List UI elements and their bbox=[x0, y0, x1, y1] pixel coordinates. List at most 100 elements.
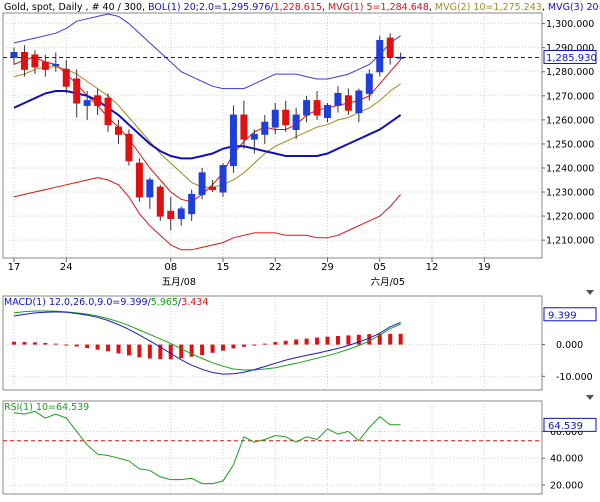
rsi-tick-label: 20.000 bbox=[550, 480, 583, 491]
rsi-tick-label: 40.000 bbox=[550, 454, 583, 465]
macd-legend-hist: 3.434 bbox=[181, 297, 208, 308]
mvg2-line bbox=[13, 66, 401, 188]
price-axis: 1,300.000 1,290.000 1,280.000 1,270.000 1,26… bbox=[542, 19, 594, 247]
macd-legend-sep: / bbox=[148, 297, 152, 308]
price-tick-label: 1,300.000 bbox=[546, 19, 594, 30]
price-tick-label: 1,230.000 bbox=[546, 188, 594, 199]
macd-hist-bar bbox=[356, 334, 361, 345]
macd-hist-bar bbox=[262, 343, 267, 345]
candle-body bbox=[41, 61, 49, 70]
candle-body bbox=[219, 165, 227, 193]
price-tick-label: 1,290.000 bbox=[546, 43, 594, 54]
date-tick-label: 24 bbox=[60, 262, 73, 273]
macd-hist-bar bbox=[273, 342, 278, 345]
candle-body bbox=[83, 100, 91, 106]
macd-value-label: 9.399 bbox=[548, 310, 577, 321]
macd-lines bbox=[13, 310, 401, 375]
candle-body bbox=[20, 51, 28, 70]
month-label: 五月/08 bbox=[162, 277, 196, 288]
macd-hist-bar bbox=[53, 343, 58, 345]
macd-hist-bar bbox=[200, 344, 205, 356]
mvg1-legend: MVG(1) 5=1,284.648 bbox=[328, 2, 429, 13]
candle-body bbox=[146, 179, 154, 198]
macd-hist-bar bbox=[315, 337, 320, 345]
macd-histogram bbox=[12, 333, 403, 360]
candle-body bbox=[271, 109, 279, 128]
rsi-tick-label: 60.000 bbox=[550, 427, 583, 438]
candle-body bbox=[282, 109, 290, 126]
macd-hist-bar bbox=[95, 344, 100, 350]
rsi-scroll-marker[interactable] bbox=[586, 395, 594, 400]
macd-hist-bar bbox=[346, 335, 351, 345]
macd-hist-bar bbox=[43, 343, 48, 345]
macd-hist-bar bbox=[179, 344, 184, 359]
rsi-value-label: 64.539 bbox=[548, 421, 583, 432]
macd-legend: MACD(1) 12.0,26.0,9.0=9.399/5.965/3.434 bbox=[4, 297, 208, 308]
bollinger-bands bbox=[13, 13, 401, 251]
macd-hist-bar bbox=[367, 334, 372, 345]
candle-body bbox=[52, 64, 60, 67]
symbol-label: Gold, spot bbox=[4, 2, 53, 13]
candle-body bbox=[324, 104, 331, 118]
candle-body bbox=[250, 133, 258, 140]
chart-header: Gold, spot, Daily , # 40 / 300, BOL(1) 2… bbox=[4, 2, 600, 13]
candle-body bbox=[10, 51, 18, 58]
candle-body bbox=[94, 95, 102, 106]
macd-hist-bar bbox=[294, 339, 299, 345]
candlesticks bbox=[10, 33, 405, 231]
candle-body bbox=[62, 68, 70, 87]
date-tick-label: 05 bbox=[373, 262, 386, 273]
macd-scroll-marker[interactable] bbox=[586, 290, 594, 295]
macd-hist-bar bbox=[158, 344, 163, 360]
date-axis: 17 24 08 15 22 29 05 12 19 五月/08 六月/05 bbox=[8, 258, 491, 288]
candle-body bbox=[292, 114, 300, 130]
macd-hist-bar bbox=[168, 344, 173, 360]
last-price-box bbox=[543, 49, 597, 64]
last-price-label: 1,285.930 bbox=[546, 53, 597, 64]
macd-hist-bar bbox=[106, 344, 111, 352]
macd-legend-signal: 5.965 bbox=[151, 297, 178, 308]
macd-hist-bar bbox=[189, 344, 194, 357]
macd-hist-bar bbox=[126, 344, 131, 356]
macd-hist-bar bbox=[304, 338, 309, 345]
candle-body bbox=[355, 90, 363, 114]
rsi-lines bbox=[3, 410, 542, 485]
macd-hist-bar bbox=[283, 340, 288, 345]
macd-hist-bar bbox=[335, 336, 340, 345]
price-tick-label: 1,250.000 bbox=[546, 139, 594, 150]
candle-body bbox=[31, 54, 39, 68]
macd-hist-bar bbox=[85, 344, 90, 349]
candle-body bbox=[334, 92, 342, 106]
last-price-marker: 1,285.930 bbox=[3, 49, 597, 64]
rsi-axis: 60.000 40.000 20.000 bbox=[542, 427, 583, 491]
macd-hist-bar bbox=[210, 344, 215, 353]
period-label: Daily bbox=[58, 2, 82, 13]
month-label: 六月/05 bbox=[371, 276, 405, 288]
candle-body bbox=[115, 126, 122, 135]
candle-body bbox=[156, 186, 164, 217]
macd-tick-label: -10.000 bbox=[556, 372, 593, 383]
macd-hist-bar bbox=[325, 336, 330, 345]
date-tick-label: 15 bbox=[217, 262, 230, 273]
macd-grid bbox=[3, 296, 542, 390]
rsi-panel: 60.000 40.000 20.000 64.539 RSI(1) 10=64.5… bbox=[2, 400, 597, 495]
price-tick-label: 1,240.000 bbox=[546, 163, 594, 174]
price-tick-label: 1,210.000 bbox=[546, 236, 594, 247]
macd-legend-sep2: / bbox=[178, 297, 182, 308]
mvg2-legend: MVG(2) 10=1,275.243 bbox=[435, 2, 542, 13]
candle-body bbox=[229, 114, 237, 167]
macd-plot-area bbox=[2, 295, 543, 391]
candle-body bbox=[313, 100, 321, 116]
date-tick-label: 08 bbox=[164, 262, 177, 273]
macd-hist-bar bbox=[147, 344, 152, 359]
candle-body bbox=[344, 95, 352, 111]
macd-tick-label: 0.000 bbox=[556, 340, 583, 351]
bol-legend: BOL(1) 20;2.0=1,295.976/ bbox=[148, 2, 274, 13]
rsi-line bbox=[13, 410, 401, 485]
price-tick-label: 1,270.000 bbox=[546, 91, 594, 102]
bar-info-label: # 40 / 300 bbox=[92, 2, 142, 13]
candle-body bbox=[303, 100, 311, 116]
candle-body bbox=[386, 37, 394, 58]
price-tick-label: 1,220.000 bbox=[546, 212, 594, 223]
